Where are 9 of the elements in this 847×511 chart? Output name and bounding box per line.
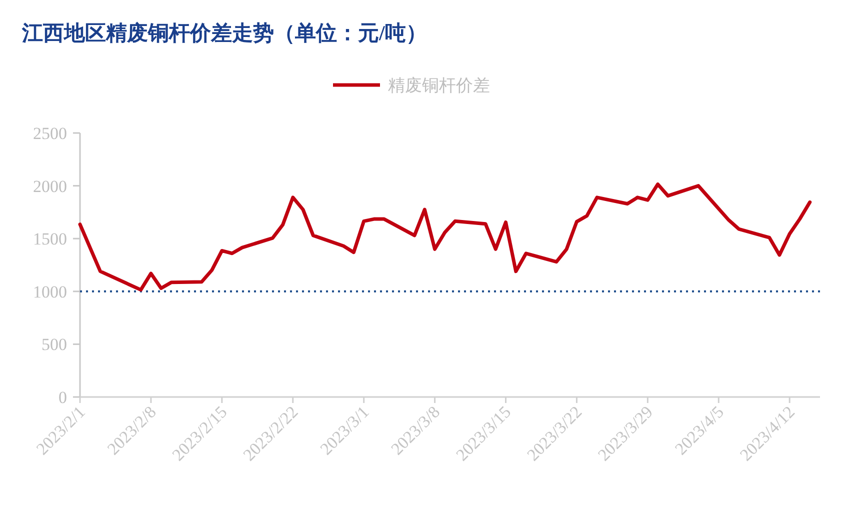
y-tick-label: 1000 xyxy=(33,282,67,302)
chart-title: 江西地区精废铜杆价差走势（单位：元/吨） xyxy=(21,21,427,45)
y-tick-label: 2000 xyxy=(33,176,67,196)
line-series xyxy=(78,182,812,292)
legend-label: 精废铜杆价差 xyxy=(388,76,490,95)
y-tick-label: 2500 xyxy=(33,124,67,143)
y-tick-label: 0 xyxy=(58,388,67,407)
y-tick-label: 1500 xyxy=(33,230,67,249)
y-tick-label: 500 xyxy=(42,335,67,354)
